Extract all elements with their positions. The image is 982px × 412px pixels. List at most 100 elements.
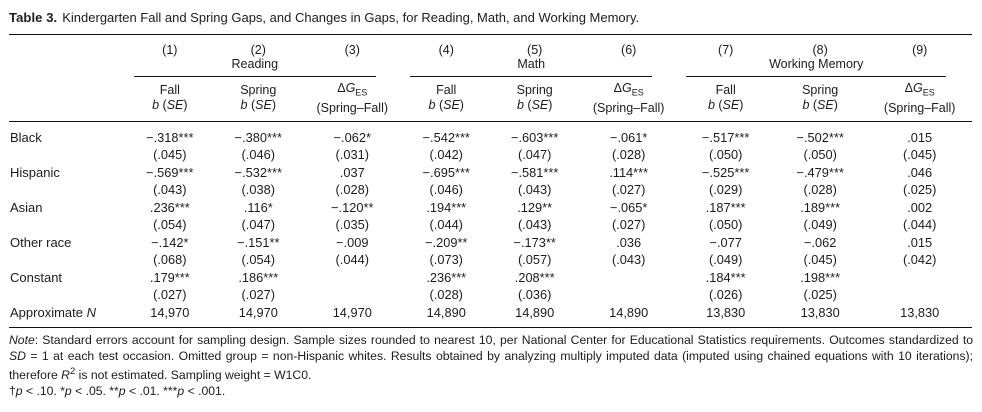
se-cell: (.068) <box>153 252 187 267</box>
coef-cell: −.009 <box>336 234 369 250</box>
paper-table-page: Table 3. Kindergarten Fall and Spring Gap… <box>9 10 973 398</box>
coef-cell: .036 <box>616 234 642 250</box>
n-cell: 13,830 <box>867 303 972 328</box>
se-cell: (.025) <box>902 182 937 197</box>
se-cell: (.047) <box>241 217 275 232</box>
subheader-spring-wm: Spring b (SE) <box>772 77 868 122</box>
coef-cell <box>303 269 403 287</box>
se-cell: (.057) <box>517 252 552 267</box>
table-number: Table 3. <box>9 10 58 25</box>
coef-cell: .179*** <box>149 269 190 285</box>
row-black-se: (.045) (.046) (.031) (.042) (.047) (.028… <box>9 146 972 164</box>
se-cell: (.073) <box>429 252 463 267</box>
se-cell: (.035) <box>335 217 369 232</box>
coef-cell: .116* <box>243 199 273 215</box>
subheader-fall-math: Fall b (SE) <box>402 77 491 122</box>
subheader-fall-wm: Fall b (SE) <box>678 77 773 122</box>
se-cell: (.047) <box>517 147 552 162</box>
note-r: R <box>61 368 70 383</box>
empty-cell <box>9 216 126 234</box>
coef-cell: −.151** <box>237 234 280 250</box>
se-cell: (.043) <box>611 252 646 267</box>
row-other-race-se: (.068) (.054) (.044) (.073) (.057) (.043… <box>9 251 972 269</box>
column-number-row: (1) (2) (3) (4) (5) (6) (7) (8) (9) <box>9 35 972 58</box>
note-word: Note <box>9 333 35 347</box>
coef-cell: −.318*** <box>146 129 194 145</box>
coef-cell: −.065* <box>609 199 648 215</box>
n-cell: 14,970 <box>214 303 303 328</box>
coef-cell: −.525*** <box>702 164 750 180</box>
coef-cell: .187*** <box>705 199 746 215</box>
empty-corner <box>9 35 126 58</box>
se-cell: (.042) <box>902 252 937 267</box>
se-cell: (.054) <box>241 252 275 267</box>
row-label: Constant <box>10 269 63 285</box>
math-spanner: Math <box>410 57 653 77</box>
row-hispanic-coef: Hispanic −.569*** −.532*** .037 −.695***… <box>9 164 972 182</box>
coef-cell: −.062 <box>803 234 837 250</box>
se-cell: (.042) <box>429 147 463 162</box>
coef-cell: −.173** <box>513 234 556 250</box>
se-cell: (.050) <box>708 147 743 162</box>
group-header-row: Reading Math Working Memory <box>9 57 972 77</box>
se-cell: (.031) <box>335 147 369 162</box>
se-cell: (.049) <box>803 217 837 232</box>
n-cell: 13,830 <box>678 303 773 328</box>
note-sd: SD <box>9 348 26 363</box>
row-asian-se: (.054) (.047) (.035) (.044) (.043) (.027… <box>9 216 972 234</box>
coef-cell: −.380*** <box>234 129 282 145</box>
se-cell: (.025) <box>803 287 837 302</box>
group-header-math: Math <box>402 57 678 77</box>
row-label: Hispanic <box>10 164 60 180</box>
table-title-text: Kindergarten Fall and Spring Gaps, and C… <box>62 10 640 25</box>
coef-cell: .046 <box>907 164 933 180</box>
se-cell: (.044) <box>902 217 937 232</box>
row-other-race-coef: Other race −.142* −.151** −.009 −.209** … <box>9 234 972 252</box>
se-cell: (.043) <box>153 182 187 197</box>
row-black-coef: Black −.318*** −.380*** −.062* −.542*** … <box>9 121 972 146</box>
row-label: Asian <box>10 199 43 215</box>
se-cell: (.036) <box>517 287 552 302</box>
coef-cell: .015 <box>907 234 933 250</box>
col-number-9: (9) <box>912 43 928 57</box>
subheader-deltag-reading: ΔGES (Spring–Fall) <box>302 77 403 122</box>
row-label: Approximate N <box>9 303 126 328</box>
n-cell: 13,830 <box>772 303 868 328</box>
coef-cell: .198*** <box>800 269 841 285</box>
coef-cell: .208*** <box>514 269 555 285</box>
se-cell <box>867 286 972 304</box>
se-cell: (.027) <box>611 182 646 197</box>
coef-cell: −.569*** <box>146 164 194 180</box>
row-constant-coef: Constant .179*** .186*** .236*** .208***… <box>9 269 972 287</box>
n-cell: 14,890 <box>402 303 491 328</box>
table-note: Note: Standard errors account for sampli… <box>9 333 973 383</box>
se-cell: (.045) <box>803 252 837 267</box>
se-cell: (.027) <box>611 217 646 232</box>
dagger-symbol: † <box>9 383 16 398</box>
col-number-8: (8) <box>812 43 828 57</box>
coef-cell: .015 <box>907 129 933 145</box>
coef-cell: −.502*** <box>796 129 844 145</box>
row-asian-coef: Asian .236*** .116* −.120** .194*** .129… <box>9 199 972 217</box>
se-cell: (.050) <box>803 147 837 162</box>
se-cell: (.038) <box>241 182 275 197</box>
se-cell: (.043) <box>517 182 552 197</box>
coef-cell: −.479*** <box>796 164 844 180</box>
col-number-6: (6) <box>621 43 637 57</box>
group-header-reading: Reading <box>126 57 402 77</box>
se-cell: (.046) <box>241 147 275 162</box>
se-cell: (.028) <box>335 182 369 197</box>
se-cell: (.027) <box>153 287 187 302</box>
col-number-5: (5) <box>527 43 543 57</box>
se-cell: (.045) <box>902 147 937 162</box>
significance-legend: †p < .10. *p < .05. **p < .01. ***p < .0… <box>9 383 226 398</box>
coef-cell: .002 <box>907 199 933 215</box>
empty-cell <box>9 251 126 269</box>
col-number-3: (3) <box>344 43 360 57</box>
se-cell: (.054) <box>153 217 187 232</box>
se-cell: (.046) <box>429 182 463 197</box>
coef-cell: −.142* <box>151 234 189 250</box>
subheader-spring-math: Spring b (SE) <box>490 77 579 122</box>
coef-cell: −.061* <box>609 129 648 145</box>
coef-cell: .194*** <box>426 199 467 215</box>
